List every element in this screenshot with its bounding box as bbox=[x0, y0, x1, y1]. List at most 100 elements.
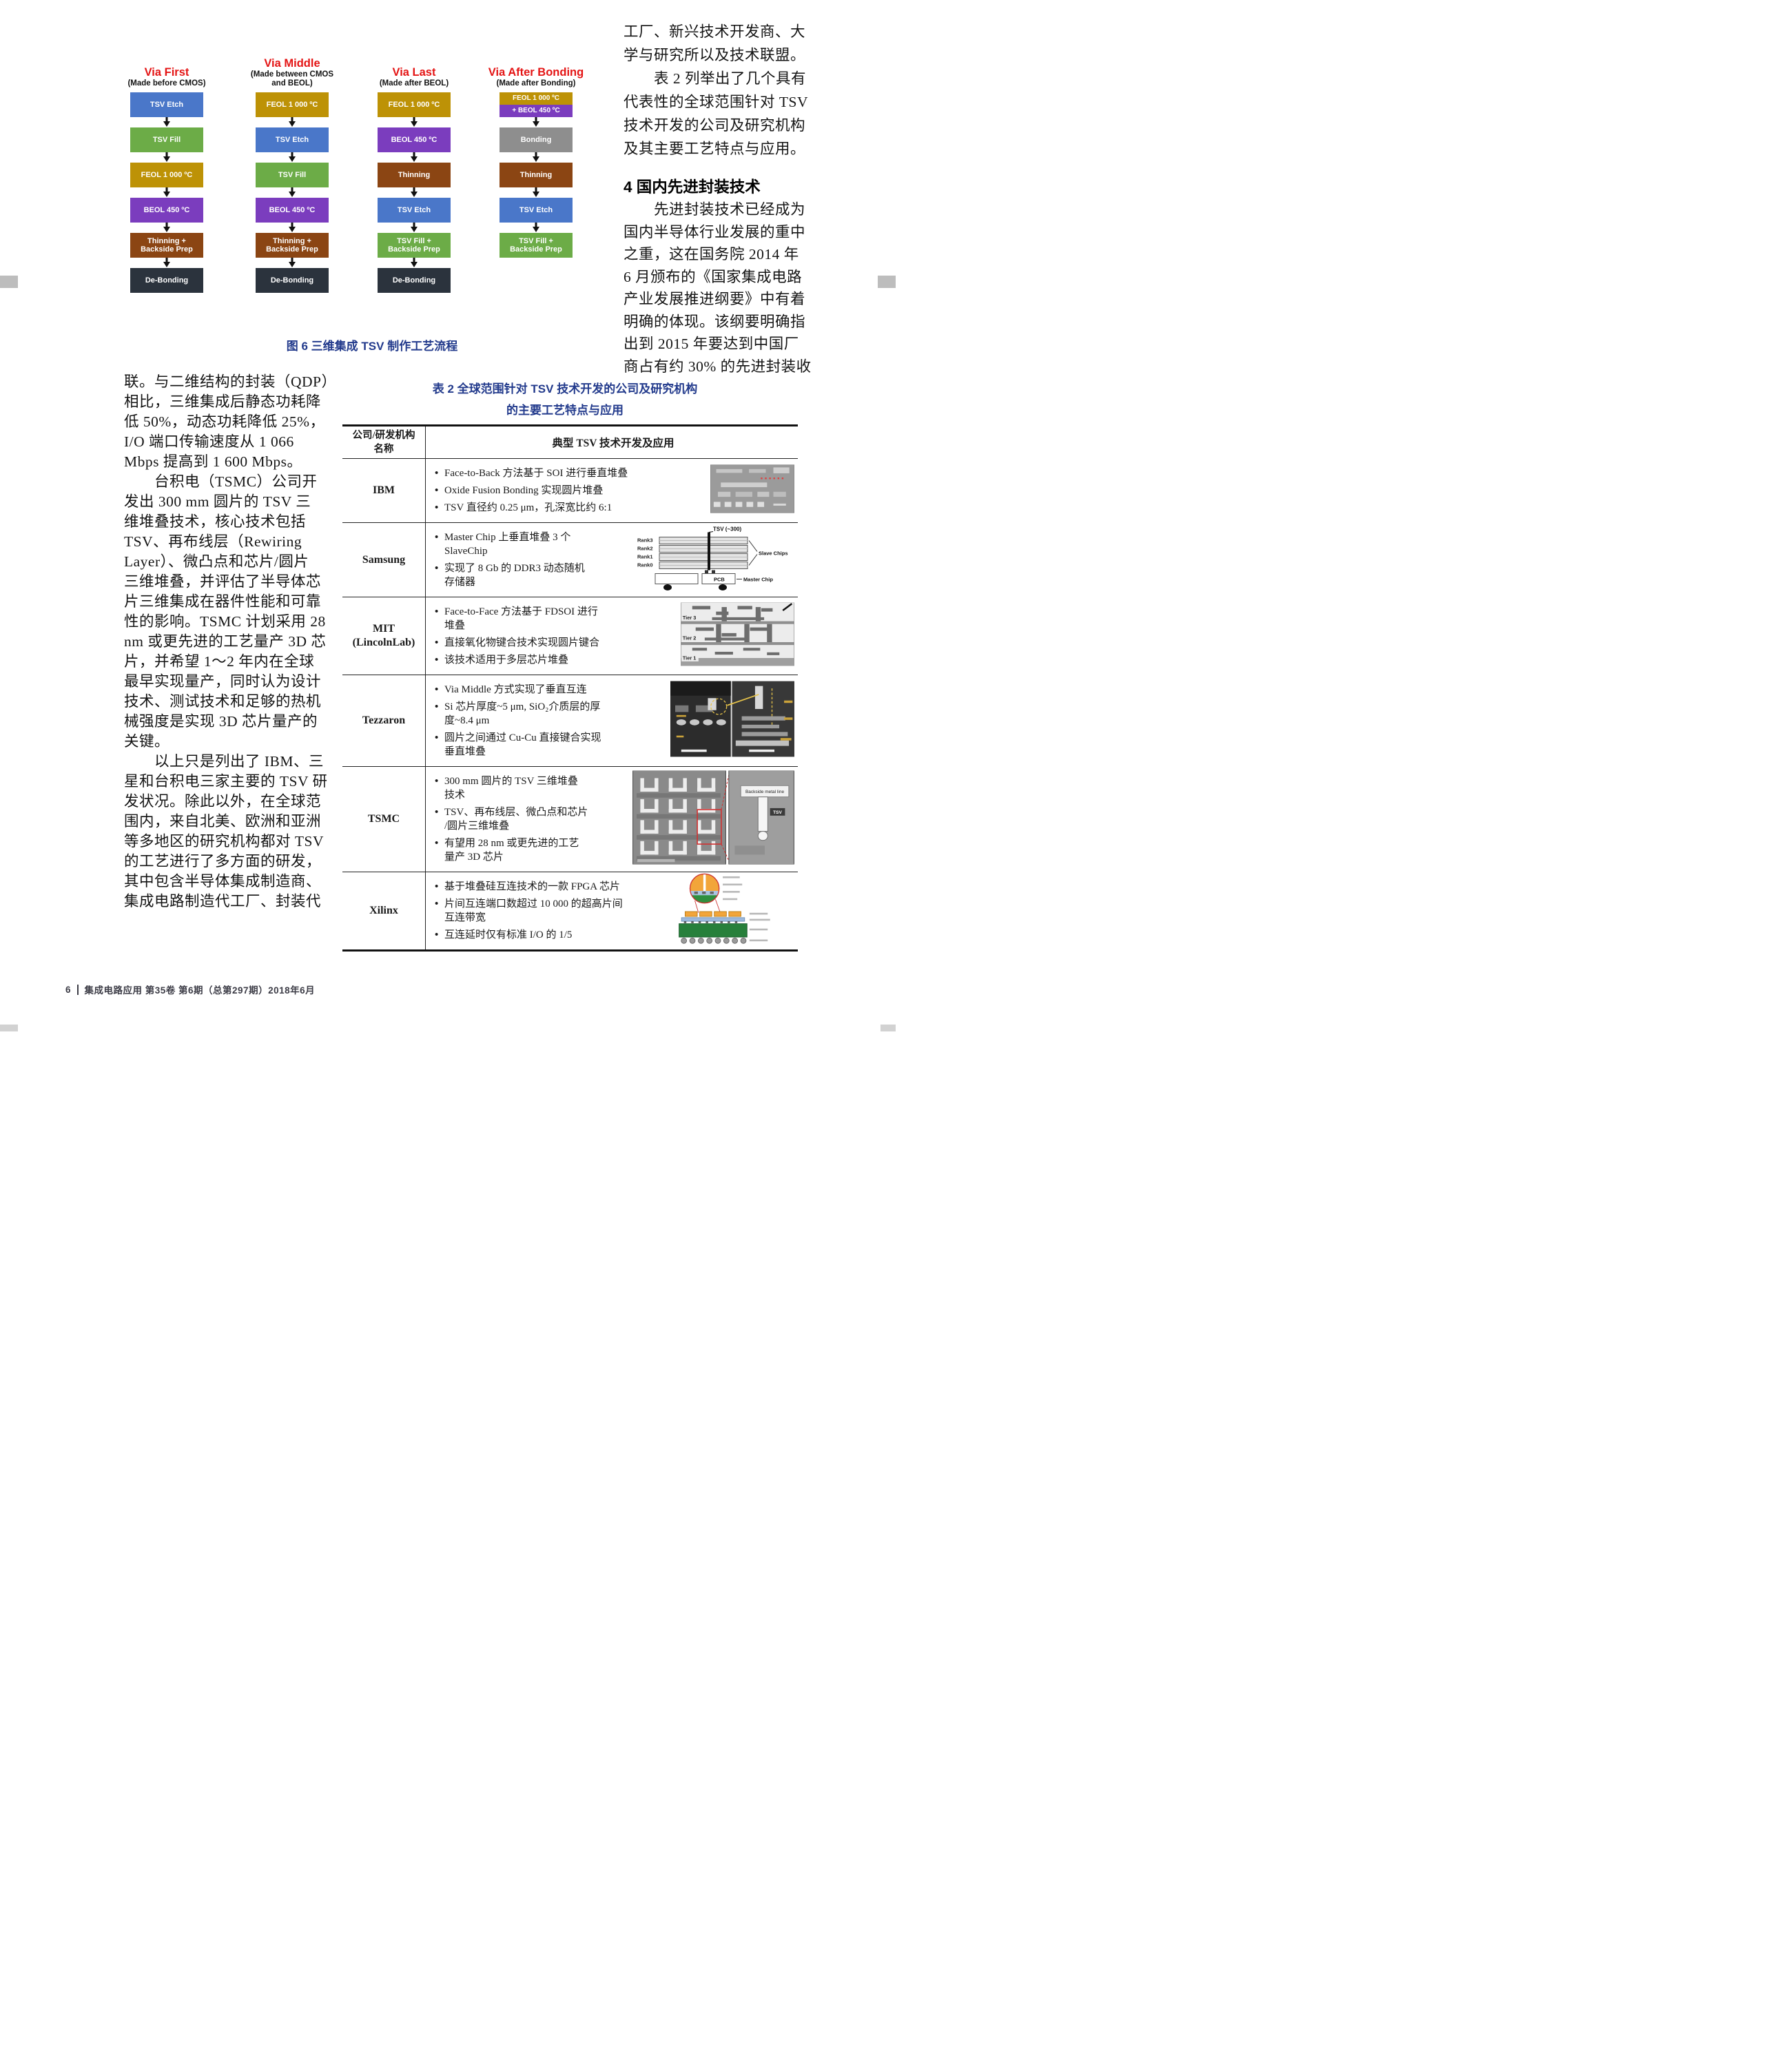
down-arrow-icon bbox=[231, 117, 353, 127]
bullet: 基于堆叠硅互连技术的一款 FPGA 芯片 bbox=[433, 880, 675, 894]
down-arrow-icon bbox=[353, 223, 475, 233]
image-label: Tier 2 bbox=[683, 635, 697, 641]
image-label: Master Chip bbox=[743, 576, 773, 582]
company-name: Samsung bbox=[342, 523, 426, 597]
bullet: TSV 直径约 0.25 μm，孔深宽比约 6:1 bbox=[433, 501, 723, 515]
bullet: Si 芯片厚度~5 μm, SiO₂介质层的厚 度~8.4 μm bbox=[433, 700, 655, 728]
bullet: Face-to-Back 方法基于 SOI 进行垂直堆叠 bbox=[433, 466, 723, 480]
flow-column-via-first: Via First (Made before CMOS) TSV Etch TS… bbox=[106, 40, 227, 293]
image-label: Rank2 bbox=[637, 545, 653, 551]
figure-tsv-process-flow: Via First (Made before CMOS) TSV Etch TS… bbox=[103, 40, 641, 302]
flow-column-via-after-bonding: Via After Bonding (Made after Bonding) F… bbox=[475, 40, 597, 258]
flow-column-header: Via First (Made before CMOS) bbox=[106, 40, 227, 88]
flow-title: Via Middle bbox=[264, 57, 320, 70]
figure-caption: 图 6 三维集成 TSV 制作工艺流程 bbox=[286, 340, 458, 353]
row-content: Face-to-Back 方法基于 SOI 进行垂直堆叠 Oxide Fusio… bbox=[426, 459, 798, 522]
table-row-xilinx: Xilinx 基于堆叠硅互连技术的一款 FPGA 芯片 片间互连端口数超过 10… bbox=[342, 872, 798, 949]
flow-step: BEOL 450 ºC bbox=[378, 127, 451, 152]
image-label: TSV bbox=[773, 810, 782, 815]
flow-step: BEOL 450 ºC bbox=[256, 198, 329, 223]
bullet: 片间互连端口数超过 10 000 的超高片间 互连带宽 bbox=[433, 897, 675, 925]
flow-step: Bonding bbox=[500, 127, 573, 152]
table-header-row: 公司/研发机构 名称 典型 TSV 技术开发及应用 bbox=[342, 426, 798, 458]
section-heading: 4 国内先进封装技术 bbox=[624, 178, 761, 196]
down-arrow-icon bbox=[353, 152, 475, 163]
left-text-column: 联。与二维结构的封装（QDP） 相比，三维集成后静态功耗降 低 50%，动态功耗… bbox=[124, 373, 337, 909]
image-label: PCB bbox=[714, 576, 725, 582]
table-tsv-companies: 公司/研发机构 名称 典型 TSV 技术开发及应用 IBM Face-to-Ba… bbox=[342, 424, 798, 952]
table-title-line2: 的主要工艺特点与应用 bbox=[506, 404, 624, 417]
flow-title: Via First bbox=[144, 66, 189, 79]
table-row-ibm: IBM Face-to-Back 方法基于 SOI 进行垂直堆叠 Oxide F… bbox=[342, 458, 798, 522]
flow-step: BEOL 450 ºC bbox=[130, 198, 203, 223]
table-row-mit: MIT (LincolnLab) Face-to-Face 方法基于 FDSOI… bbox=[342, 597, 798, 675]
flow-step: TSV Fill + Backside Prep bbox=[378, 233, 451, 258]
flow-step: TSV Fill + Backside Prep bbox=[500, 233, 573, 258]
down-arrow-icon bbox=[106, 152, 227, 163]
image-label: Slave Chips bbox=[759, 550, 788, 556]
bullet: 300 mm 圆片的 TSV 三维堆叠 技术 bbox=[433, 774, 644, 802]
flow-step: TSV Etch bbox=[378, 198, 451, 223]
flow-column-via-last: Via Last (Made after BEOL) FEOL 1 000 ºC… bbox=[353, 40, 475, 293]
bullet: 互连延时仅有标准 I/O 的 1/5 bbox=[433, 928, 675, 942]
header-company-column: 公司/研发机构 名称 bbox=[342, 426, 426, 458]
table-row-tsmc: TSMC 300 mm 圆片的 TSV 三维堆叠 技术 TSV、再布线层、微凸点… bbox=[342, 766, 798, 872]
flow-step: De-Bonding bbox=[130, 268, 203, 293]
image-label: Rank0 bbox=[637, 562, 653, 568]
image-label: TSV (~300) bbox=[713, 526, 741, 532]
right-text-paragraph-2: 先进封装技术已经成为 国内半导体行业发展的重中 之重，这在国务院 2014 年 … bbox=[624, 201, 812, 375]
table-title: 表 2 全球范围针对 TSV 技术开发的公司及研究机构 的主要工艺特点与应用 bbox=[296, 378, 834, 421]
ibm-sem-image bbox=[710, 464, 795, 517]
down-arrow-icon bbox=[106, 117, 227, 127]
flow-column-via-middle: Via Middle (Made between CMOS and BEOL) … bbox=[231, 40, 353, 293]
down-arrow-icon bbox=[106, 258, 227, 268]
row-content: 基于堆叠硅互连技术的一款 FPGA 芯片 片间互连端口数超过 10 000 的超… bbox=[426, 872, 798, 949]
company-name: Xilinx bbox=[342, 872, 426, 949]
image-label: Rank1 bbox=[637, 553, 653, 559]
page-margin-mark bbox=[0, 276, 18, 288]
image-label: Tier 3 bbox=[683, 615, 697, 621]
mit-tier-cross-section-image: Tier 3 Tier 2 Tier 1 bbox=[680, 602, 795, 670]
flow-column-header: Via Last (Made after BEOL) bbox=[353, 40, 475, 88]
down-arrow-icon bbox=[475, 117, 597, 127]
page-number: 6 bbox=[65, 984, 72, 995]
down-arrow-icon bbox=[106, 223, 227, 233]
row-content: Via Middle 方式实现了垂直互连 Si 芯片厚度~5 μm, SiO₂介… bbox=[426, 675, 798, 766]
flow-step-top: FEOL 1 000 ºC bbox=[500, 92, 573, 105]
tezzaron-sem-image bbox=[670, 681, 794, 761]
flow-step: FEOL 1 000 ºC bbox=[130, 163, 203, 187]
table-row-samsung: Samsung Master Chip 上垂直堆叠 3 个 SlaveChip … bbox=[342, 522, 798, 597]
page-margin-mark bbox=[878, 276, 896, 288]
page-margin-mark bbox=[880, 1025, 896, 1031]
down-arrow-icon bbox=[231, 223, 353, 233]
bullet: 直接氧化物键合技术实现圆片键合 bbox=[433, 636, 675, 650]
xilinx-interposer-diagram bbox=[667, 873, 794, 949]
flow-step: TSV Etch bbox=[130, 92, 203, 117]
flow-title: Via Last bbox=[392, 66, 436, 79]
row-content: 300 mm 圆片的 TSV 三维堆叠 技术 TSV、再布线层、微凸点和芯片 /… bbox=[426, 767, 798, 872]
flow-step: TSV Etch bbox=[500, 198, 573, 223]
bullet: 有望用 28 nm 或更先进的工艺 量产 3D 芯片 bbox=[433, 836, 644, 864]
down-arrow-icon bbox=[353, 187, 475, 198]
bullet: Via Middle 方式实现了垂直互连 bbox=[433, 683, 655, 697]
bullet: 该技术适用于多层芯片堆叠 bbox=[433, 653, 675, 667]
flow-title: Via After Bonding bbox=[488, 66, 584, 79]
journal-info: 集成电路应用 第35卷 第6期（总第297期）2018年6月 bbox=[84, 985, 316, 996]
flow-column-header: Via Middle (Made between CMOS and BEOL) bbox=[231, 40, 353, 88]
flow-step: Thinning + Backside Prep bbox=[130, 233, 203, 258]
down-arrow-icon bbox=[475, 223, 597, 233]
flow-step: TSV Etch bbox=[256, 127, 329, 152]
company-name: MIT (LincolnLab) bbox=[342, 597, 426, 675]
company-name: IBM bbox=[342, 459, 426, 522]
flow-step: Thinning + Backside Prep bbox=[256, 233, 329, 258]
bullet: 圆片之间通过 Cu-Cu 直接键合实现 垂直堆叠 bbox=[433, 731, 655, 759]
company-name: TSMC bbox=[342, 767, 426, 872]
down-arrow-icon bbox=[231, 187, 353, 198]
header-content-column: 典型 TSV 技术开发及应用 bbox=[552, 438, 674, 449]
company-name: Tezzaron bbox=[342, 675, 426, 766]
image-label: Rank3 bbox=[637, 537, 653, 543]
table-title-line1: 表 2 全球范围针对 TSV 技术开发的公司及研究机构 bbox=[432, 382, 698, 395]
flow-step: FEOL 1 000 ºC bbox=[378, 92, 451, 117]
flow-step-bottom: + BEOL 450 ºC bbox=[500, 105, 573, 117]
down-arrow-icon bbox=[231, 152, 353, 163]
